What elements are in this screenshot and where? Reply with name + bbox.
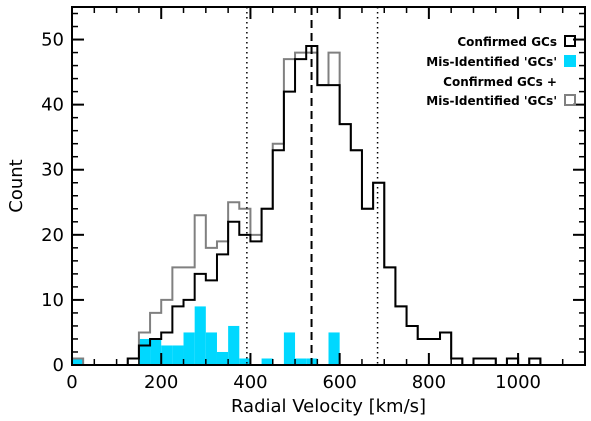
misidentified-bar-1 — [138, 338, 151, 365]
x-tick-label: 0 — [66, 372, 77, 393]
misidentified-bar-11 — [261, 358, 273, 365]
y-tick-label: 10 — [41, 290, 64, 311]
x-tick-label: 600 — [322, 372, 356, 393]
legend: Confirmed GCs Mis-Identified 'GCs' Confirm… — [426, 35, 576, 108]
x-tick-label: 1000 — [495, 372, 541, 393]
legend-label: Confirmed GCs + — [443, 75, 557, 89]
misidentified-bar-12 — [283, 332, 296, 365]
legend-swatch-combined — [564, 94, 576, 106]
misidentified-bar-7 — [205, 332, 217, 365]
misidentified-bar-13 — [295, 358, 307, 365]
legend-label: Mis-Identified 'GCs' — [426, 55, 557, 69]
misidentified-bar-2 — [150, 338, 162, 365]
misidentified-bar-4 — [172, 345, 184, 365]
y-axis-label: Count — [6, 159, 27, 212]
y-tick-label: 40 — [41, 95, 64, 116]
misidentified-bars-layer — [72, 306, 340, 365]
confirmed-series-layer — [126, 45, 542, 365]
y-tick-label: 30 — [41, 160, 64, 181]
y-tick-label: 50 — [41, 30, 64, 51]
legend-label: Mis-Identified 'GCs' — [426, 94, 557, 108]
confirmed-step-line — [126, 45, 542, 365]
x-tick-label: 200 — [144, 372, 178, 393]
x-axis-label: Radial Velocity [km/s] — [231, 396, 426, 417]
legend-swatch-misidentified — [564, 55, 576, 67]
misidentified-bar-15 — [328, 332, 340, 365]
misidentified-bar-3 — [161, 345, 173, 365]
x-tick-label: 400 — [233, 372, 267, 393]
y-tick-label: 0 — [53, 355, 64, 376]
reference-lines-layer — [246, 7, 379, 365]
misidentified-bar-0 — [72, 358, 84, 365]
misidentified-bar-5 — [183, 332, 195, 365]
legend-swatch-confirmed — [564, 35, 576, 47]
legend-label: Confirmed GCs — [457, 35, 557, 49]
misidentified-bar-6 — [194, 306, 206, 365]
misidentified-bar-10 — [239, 358, 251, 365]
axis-ticks-layer: 0 200 400 600 800 1000 0 10 20 30 40 50 — [41, 7, 585, 393]
y-tick-label: 20 — [41, 225, 64, 246]
misidentified-bar-9 — [228, 325, 240, 365]
misidentified-bar-8 — [216, 351, 229, 365]
plot-frame — [71, 6, 586, 366]
x-tick-label: 800 — [412, 372, 446, 393]
